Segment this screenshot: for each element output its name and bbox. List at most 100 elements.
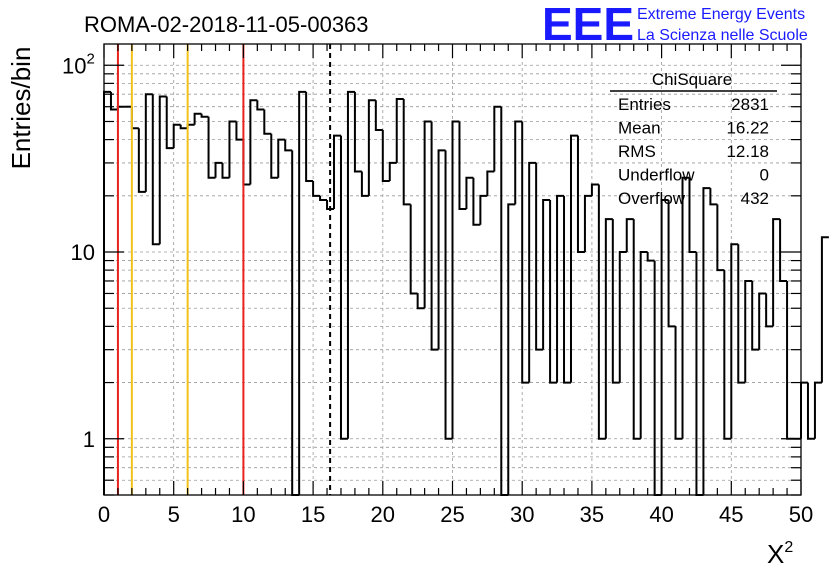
x-axis-label-base: X <box>767 539 784 569</box>
x-axis-label-superscript: 2 <box>784 539 793 556</box>
histogram-bin <box>179 124 188 130</box>
histogram-bin <box>186 123 195 129</box>
eee-logo: EEE Extreme Energy Events La Scienza nel… <box>542 0 808 50</box>
histogram-bin <box>116 105 125 110</box>
histogram-bin <box>312 181 321 197</box>
x-tick-label: 15 <box>301 502 325 527</box>
histogram-bin <box>263 109 272 135</box>
histogram-bin <box>597 184 606 440</box>
y-tick-label: 10 <box>71 240 95 265</box>
histogram-bin <box>674 326 683 440</box>
histogram-bin <box>820 236 829 383</box>
histogram-bin <box>200 113 209 118</box>
x-tick-label: 50 <box>789 502 813 527</box>
histogram-bin <box>681 176 690 439</box>
histogram-bin <box>256 100 265 111</box>
histogram-bin <box>137 128 146 193</box>
stats-row-value: 16.22 <box>726 119 769 138</box>
x-axis-label: X2 <box>767 539 793 569</box>
histogram-bin <box>632 219 641 440</box>
x-tick-label: 0 <box>98 502 110 527</box>
histogram-bin <box>772 218 781 327</box>
histogram-bin <box>576 135 585 254</box>
histogram-bin <box>381 130 390 183</box>
histogram-bin <box>563 195 571 384</box>
x-tick-labels: 0 5 10 15 20 25 30 35 40 45 50 <box>98 502 813 527</box>
histogram-bin <box>493 105 502 172</box>
histogram-bin <box>472 177 481 226</box>
histogram-bin <box>521 121 530 384</box>
stats-row-label: Mean <box>618 119 661 138</box>
histogram-bin <box>430 121 439 351</box>
histogram-bin <box>360 171 369 197</box>
histogram-bin <box>374 100 383 132</box>
histogram-bin <box>388 161 397 182</box>
histogram-bin <box>109 91 118 111</box>
histogram-bin <box>172 123 181 149</box>
histogram-bin <box>319 195 328 201</box>
histogram-bin <box>660 198 669 495</box>
histogram-bin <box>339 135 348 440</box>
axis-ticks <box>103 44 802 496</box>
histogram-bin <box>130 106 139 130</box>
histogram-bin <box>298 90 307 495</box>
stats-row-value: 2831 <box>731 95 769 114</box>
histogram-bin <box>346 90 355 439</box>
histogram-bin <box>333 134 341 209</box>
histogram-bin <box>270 133 279 179</box>
stats-box-title: ChiSquare <box>652 70 732 89</box>
histogram-bin <box>291 150 300 496</box>
histogram-bin <box>542 198 551 350</box>
histogram-bin <box>409 204 418 295</box>
histogram-bin <box>730 243 739 439</box>
logo-line-1: Extreme Energy Events <box>637 6 805 23</box>
histogram-bin <box>284 139 293 152</box>
logo-line-2: La Scienza nelle Scuole <box>637 27 808 44</box>
histogram-bin <box>528 161 537 383</box>
logo-eee-mark: EEE <box>542 0 634 50</box>
histogram-bin <box>549 199 558 384</box>
histogram-bin <box>737 244 746 384</box>
histogram-bin <box>367 99 376 196</box>
histogram-bin <box>479 194 488 225</box>
histogram-bin <box>590 183 599 196</box>
x-tick-label: 40 <box>649 502 673 527</box>
histogram-bin <box>618 251 627 383</box>
histogram-bin <box>242 139 251 186</box>
histogram-bin <box>507 203 516 495</box>
histogram-bin <box>214 161 223 178</box>
histogram-bin <box>744 279 753 383</box>
histogram-bin <box>451 120 460 439</box>
histogram-bin <box>221 162 230 179</box>
histogram-bin <box>716 204 725 272</box>
histogram-bin <box>758 292 767 350</box>
histogram-bin <box>444 150 453 440</box>
stats-rows: Entries 2831 Mean 16.22 RMS 12.18 Underflow 0 Ov… <box>618 95 769 208</box>
histogram-bin <box>653 260 662 496</box>
stats-row-label: Underflow <box>618 166 695 185</box>
histogram-bin <box>395 97 404 163</box>
histogram-bin <box>583 194 592 253</box>
histogram-bin <box>402 98 411 206</box>
histogram-bin <box>806 382 815 440</box>
x-tick-label: 25 <box>440 502 464 527</box>
histogram-bin <box>604 218 613 439</box>
histogram-bin <box>723 270 732 440</box>
histogram-bin <box>688 177 697 254</box>
histogram-bin <box>702 187 711 495</box>
x-tick-label: 10 <box>231 502 255 527</box>
x-tick-label: 30 <box>510 502 534 527</box>
histogram-bin <box>437 149 446 350</box>
y-tick-label-exponent: 2 <box>86 50 94 67</box>
histogram-bin <box>235 121 244 141</box>
histogram-bin <box>144 93 153 192</box>
histogram-bin <box>151 94 160 246</box>
y-axis-label: Entries/bin <box>6 47 36 170</box>
histogram-bin <box>556 194 565 383</box>
run-title: ROMA-02-2018-11-05-00363 <box>84 12 369 37</box>
histogram-bin <box>207 116 216 179</box>
histogram-bin <box>639 251 648 439</box>
stats-row-value: 0 <box>760 166 769 185</box>
stats-row-label: Entries <box>618 95 671 114</box>
